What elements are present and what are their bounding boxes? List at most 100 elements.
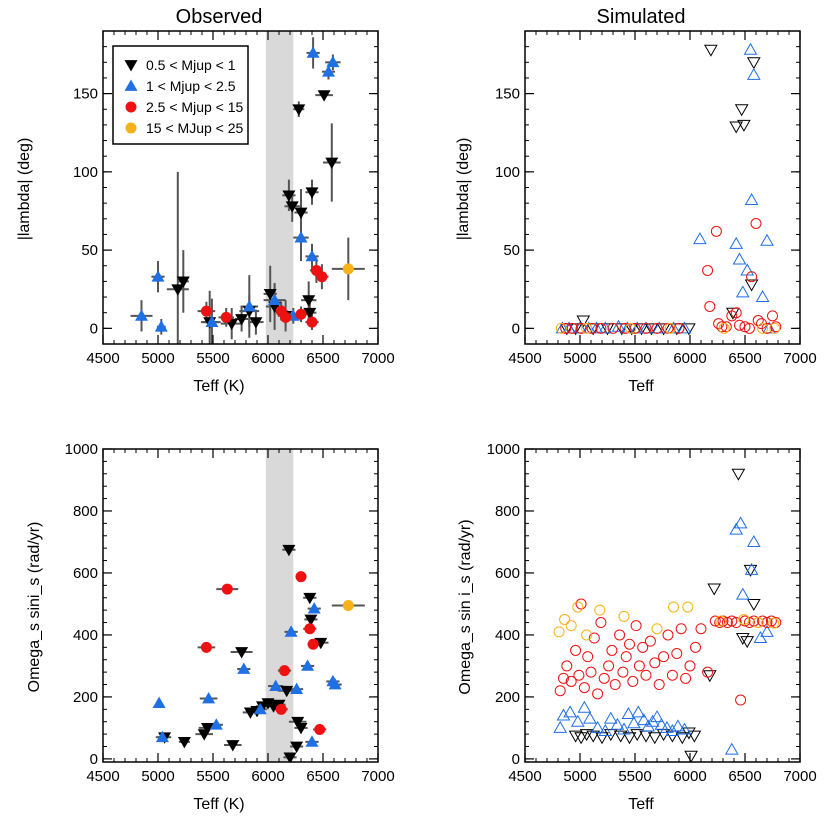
point-simulated-omega-s1-p30: [760, 624, 774, 637]
point-simulated-omega-s0-p3: [586, 730, 601, 743]
point-observed-lambda-s1-p0: [135, 309, 148, 321]
point-observed-omega-s1-p6: [269, 679, 283, 691]
shaded-band-observed-omega: [265, 449, 294, 762]
point-simulated-lambda-s0-p14: [729, 121, 744, 134]
point-simulated-lambda-s1-p21: [755, 290, 770, 303]
point-simulated-omega-s1-p21: [671, 719, 685, 732]
point-simulated-omega-s0-p8: [630, 729, 645, 742]
point-simulated-omega-s3-p6: [618, 610, 630, 622]
x-tick-label-simulated-omega-1: 5000: [563, 768, 596, 785]
point-observed-lambda-s1-p4: [242, 299, 256, 312]
point-simulated-omega-s1-p11: [621, 706, 636, 719]
point-simulated-omega-s0-p6: [613, 730, 628, 743]
point-simulated-omega-s3-p1: [559, 613, 571, 625]
x-tick-label-simulated-lambda-4: 6500: [728, 350, 761, 367]
plot-area-simulated-omega: [553, 468, 782, 762]
point-simulated-omega-s3-p5: [594, 604, 606, 616]
legend-label-0: 0.5 < Mjup < 1: [146, 57, 236, 73]
y-tick-label-simulated-omega-1: 200: [495, 689, 520, 706]
y-tick-label-simulated-lambda-0: 0: [512, 320, 520, 337]
point-simulated-omega-s2-p46: [739, 615, 751, 627]
point-simulated-omega-s2-p16: [609, 679, 621, 691]
point-simulated-lambda-s2-p21: [739, 321, 751, 333]
point-simulated-omega-s1-p12: [627, 716, 641, 729]
point-simulated-omega-s2-p45: [735, 694, 747, 706]
legend-marker-3: [125, 122, 137, 134]
point-simulated-lambda-s1-p14: [729, 236, 744, 249]
point-simulated-omega-s2-p9: [585, 666, 597, 678]
point-observed-omega-s2-p3: [279, 665, 290, 677]
point-observed-lambda-s1-p8: [305, 249, 319, 262]
legend-label-3: 15 < MJup < 25: [146, 120, 244, 136]
point-simulated-omega-s2-p44: [730, 617, 742, 629]
x-tick-label-simulated-omega-3: 6000: [673, 768, 706, 785]
point-simulated-omega-s2-p42: [721, 617, 733, 629]
point-simulated-omega-s0-p10: [647, 732, 662, 745]
point-observed-omega-s1-p7: [284, 625, 298, 637]
point-observed-omega-s1-p3: [209, 718, 223, 730]
point-simulated-omega-s0-p0: [568, 730, 583, 743]
point-simulated-lambda-s0-p11: [682, 323, 696, 336]
y-tick-label-observed-omega-3: 600: [73, 565, 98, 582]
x-tick-label-observed-omega-0: 4500: [86, 768, 119, 785]
x-tick-label-simulated-omega-2: 5500: [618, 768, 651, 785]
y-tick-label-observed-lambda-0: 0: [90, 320, 98, 337]
point-simulated-lambda-s0-p9: [656, 323, 671, 336]
x-tick-label-observed-lambda-5: 7000: [361, 350, 394, 367]
point-simulated-omega-s2-p23: [633, 660, 645, 672]
point-observed-omega-s1-p13: [328, 678, 342, 690]
point-observed-lambda-s0-p14: [302, 295, 316, 307]
point-observed-lambda-s0-p17: [317, 90, 331, 102]
point-simulated-omega-s3-p13: [768, 617, 780, 629]
point-simulated-lambda-s2-p28: [770, 321, 782, 333]
x-tick-label-simulated-lambda-0: 4500: [508, 350, 541, 367]
point-simulated-lambda-s2-p26: [761, 322, 773, 334]
y-axis-label-simulated-lambda: |lambda| (deg): [455, 138, 472, 241]
point-simulated-lambda-s3-p5: [757, 322, 769, 334]
y-tick-label-observed-omega-4: 800: [73, 503, 98, 520]
point-observed-lambda-s0-p7: [263, 289, 277, 301]
point-simulated-lambda-s2-p23: [750, 217, 762, 229]
legend-marker-1: [124, 79, 138, 91]
point-simulated-omega-s0-p21: [740, 636, 755, 649]
point-observed-omega-s0-p4: [226, 740, 240, 752]
y-tick-label-simulated-omega-3: 600: [495, 565, 520, 582]
point-simulated-lambda-s1-p15: [732, 252, 747, 265]
point-observed-omega-s0-p9: [261, 698, 275, 710]
point-simulated-omega-s2-p2: [561, 660, 573, 672]
point-simulated-omega-s0-p17: [702, 670, 717, 683]
point-observed-omega-s0-p12: [280, 685, 294, 698]
point-simulated-omega-s1-p27: [744, 562, 759, 575]
point-simulated-lambda-s3-p6: [769, 322, 781, 334]
point-simulated-omega-s1-p13: [631, 705, 646, 718]
point-observed-omega-s1-p2: [202, 691, 216, 704]
point-observed-lambda-s0-p12: [292, 104, 306, 116]
point-simulated-omega-s2-p36: [690, 641, 701, 653]
point-observed-lambda-s2-p0: [200, 305, 212, 317]
point-observed-lambda-s2-p3: [280, 311, 292, 323]
point-simulated-omega-s3-p7: [651, 623, 663, 635]
point-simulated-lambda-s1-p18: [743, 42, 758, 55]
point-simulated-lambda-s2-p14: [710, 225, 722, 237]
point-simulated-omega-s2-p28: [653, 679, 665, 691]
point-simulated-omega-s0-p16: [687, 730, 702, 743]
point-observed-lambda-s1-p9: [306, 46, 320, 58]
point-simulated-lambda-s3-p4: [718, 322, 730, 334]
point-simulated-omega-s1-p8: [603, 711, 618, 724]
point-observed-omega-s0-p1: [177, 736, 191, 749]
point-observed-omega-s0-p18: [303, 592, 317, 605]
point-simulated-omega-s1-p1: [556, 708, 571, 721]
point-observed-omega-s1-p5: [253, 702, 267, 715]
point-simulated-omega-s2-p5: [573, 669, 585, 681]
y-tick-label-observed-lambda-2: 100: [73, 164, 98, 181]
axes-frame-observed-omega: [102, 448, 379, 763]
point-simulated-omega-s1-p7: [598, 724, 613, 737]
point-simulated-lambda-s0-p8: [644, 323, 659, 336]
point-simulated-lambda-s2-p1: [566, 322, 578, 334]
x-tick-label-simulated-lambda-1: 5000: [563, 350, 596, 367]
point-simulated-lambda-s2-p17: [720, 321, 732, 333]
y-axis-label-simulated-omega: Omega_s sin i_s (rad/yr): [457, 519, 474, 694]
point-simulated-omega-s2-p10: [588, 632, 600, 644]
x-tick-label-observed-omega-2: 5500: [196, 768, 229, 785]
point-simulated-omega-s1-p6: [590, 720, 605, 733]
